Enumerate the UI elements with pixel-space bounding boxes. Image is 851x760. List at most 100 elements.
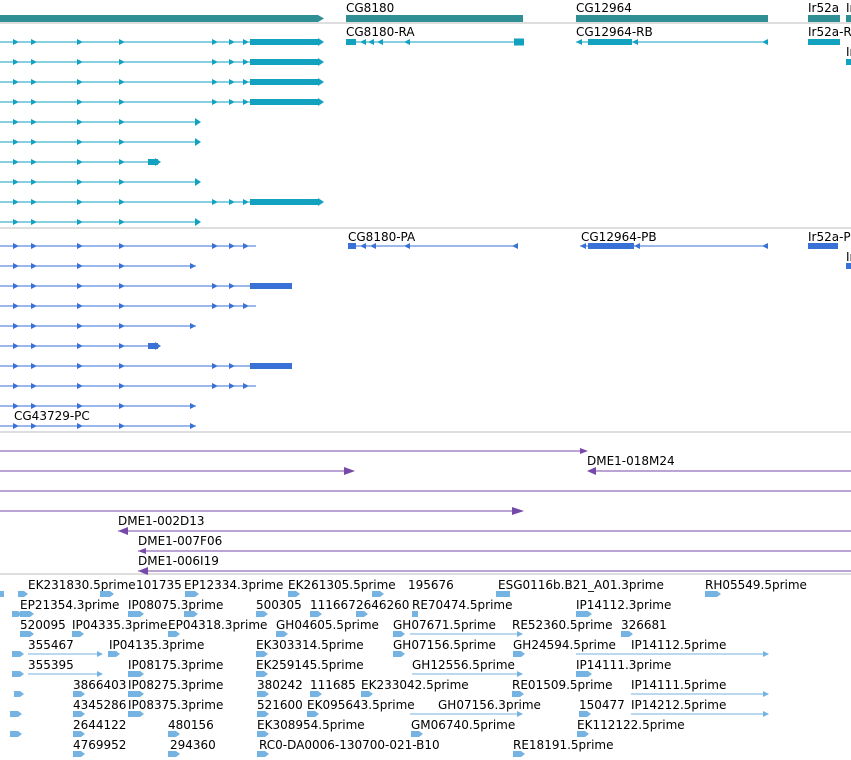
exon-block[interactable] bbox=[588, 243, 634, 249]
est-feature[interactable] bbox=[496, 591, 510, 597]
est-label[interactable]: GH07156.3prime bbox=[438, 698, 541, 712]
est-feature[interactable] bbox=[393, 651, 405, 657]
est-label[interactable]: RE70474.5prime bbox=[412, 598, 513, 612]
est-feature[interactable] bbox=[256, 671, 268, 677]
est-feature[interactable] bbox=[20, 631, 34, 637]
est-label[interactable]: 2646260 bbox=[356, 598, 409, 612]
est-feature[interactable] bbox=[128, 611, 144, 617]
est-label[interactable]: 294360 bbox=[170, 738, 216, 752]
est-label[interactable]: EP21354.3prime bbox=[20, 598, 119, 612]
est-label[interactable]: IP14112.3prime bbox=[576, 598, 671, 612]
est-label[interactable]: EP12334.3prime bbox=[184, 578, 283, 592]
est-feature[interactable] bbox=[12, 611, 22, 617]
exon-block[interactable] bbox=[514, 38, 524, 46]
est-feature[interactable] bbox=[579, 711, 591, 717]
est-label[interactable]: 480156 bbox=[168, 718, 214, 732]
est-feature[interactable] bbox=[307, 711, 319, 717]
est-feature[interactable] bbox=[100, 591, 114, 597]
exon-block[interactable] bbox=[250, 39, 318, 45]
gene-feature-cg12964[interactable] bbox=[576, 15, 768, 22]
est-label[interactable]: 355395 bbox=[28, 658, 74, 672]
gene-label[interactable]: CG8180 bbox=[346, 1, 394, 15]
clone-label[interactable]: DME1-006I19 bbox=[138, 554, 219, 568]
est-feature[interactable] bbox=[276, 631, 288, 637]
est-feature[interactable] bbox=[513, 651, 525, 657]
gene-feature-cg8180[interactable] bbox=[346, 15, 523, 22]
exon-block[interactable] bbox=[250, 363, 292, 369]
est-feature[interactable] bbox=[621, 631, 633, 637]
exon-block[interactable] bbox=[250, 99, 318, 105]
est-feature[interactable] bbox=[513, 751, 525, 757]
est-label[interactable]: IP08375.3prime bbox=[128, 698, 223, 712]
est-feature[interactable] bbox=[128, 671, 144, 677]
est-feature[interactable] bbox=[184, 611, 198, 617]
est-label[interactable]: EK259145.5prime bbox=[256, 658, 364, 672]
est-feature[interactable] bbox=[73, 691, 85, 697]
est-label[interactable]: 101735 bbox=[136, 578, 182, 592]
est-label[interactable]: IP04335.3prime bbox=[72, 618, 167, 632]
est-label[interactable]: 380242 bbox=[257, 678, 303, 692]
est-label[interactable]: ESG0116b.B21_A01.3prime bbox=[498, 578, 664, 592]
transcript-label[interactable]: CG8180-RA bbox=[346, 25, 415, 39]
est-feature[interactable] bbox=[576, 611, 592, 617]
est-label[interactable]: IP14111.3prime bbox=[576, 658, 671, 672]
est-label[interactable]: IP08275.3prime bbox=[128, 678, 223, 692]
est-label[interactable]: 195676 bbox=[408, 578, 454, 592]
est-feature[interactable] bbox=[411, 731, 423, 737]
est-feature[interactable] bbox=[310, 611, 322, 617]
clone-label[interactable]: DME1-018M24 bbox=[587, 454, 675, 468]
est-feature[interactable] bbox=[393, 631, 405, 637]
est-feature[interactable] bbox=[72, 631, 84, 637]
est-label[interactable]: IP08175.3prime bbox=[128, 658, 223, 672]
est-feature[interactable] bbox=[108, 651, 120, 657]
est-label[interactable]: EK261305.5prime bbox=[288, 578, 396, 592]
est-feature[interactable] bbox=[73, 731, 85, 737]
est-feature[interactable] bbox=[185, 591, 199, 597]
exon-block[interactable] bbox=[808, 243, 838, 249]
clone-label[interactable]: DME1-007F06 bbox=[138, 534, 222, 548]
est-label[interactable]: 4345286 bbox=[73, 698, 126, 712]
exon-block[interactable] bbox=[346, 39, 356, 45]
est-label[interactable]: RC0-DA0006-130700-021-B10 bbox=[259, 738, 440, 752]
gene-feature[interactable] bbox=[0, 15, 318, 22]
est-label[interactable]: EK308954.5prime bbox=[257, 718, 365, 732]
est-feature[interactable] bbox=[12, 671, 24, 677]
est-feature[interactable] bbox=[256, 611, 268, 617]
est-feature[interactable] bbox=[361, 691, 373, 697]
est-feature[interactable] bbox=[10, 731, 22, 737]
est-feature[interactable] bbox=[372, 591, 384, 597]
exon-block[interactable] bbox=[250, 283, 292, 289]
est-label[interactable]: GH07671.5prime bbox=[393, 618, 496, 632]
est-label[interactable]: IP08075.3prime bbox=[128, 598, 223, 612]
est-feature[interactable] bbox=[128, 711, 144, 717]
est-feature[interactable] bbox=[310, 691, 322, 697]
est-feature[interactable] bbox=[73, 711, 85, 717]
gene-label[interactable]: Ir bbox=[846, 1, 851, 15]
clone-label[interactable]: DME1-002D13 bbox=[118, 514, 205, 528]
est-label[interactable]: 520095 bbox=[20, 618, 66, 632]
protein-label[interactable]: CG8180-PA bbox=[348, 230, 416, 244]
est-label[interactable]: 2644122 bbox=[73, 718, 126, 732]
est-label[interactable]: RE01509.5prime bbox=[512, 678, 613, 692]
est-label[interactable]: GH24594.5prime bbox=[513, 638, 616, 652]
est-label[interactable]: 150477 bbox=[579, 698, 625, 712]
exon-block[interactable] bbox=[148, 343, 158, 349]
est-label[interactable]: GH04605.5prime bbox=[276, 618, 379, 632]
est-label[interactable]: 111667 bbox=[310, 598, 356, 612]
exon-block[interactable] bbox=[148, 159, 158, 165]
est-label[interactable]: RE18191.5prime bbox=[513, 738, 614, 752]
est-label[interactable]: EK233042.5prime bbox=[361, 678, 469, 692]
gene-label[interactable]: Ir52a bbox=[808, 1, 839, 15]
est-label[interactable]: GM06740.5prime bbox=[411, 718, 515, 732]
est-label[interactable]: EK303314.5prime bbox=[256, 638, 364, 652]
est-feature[interactable] bbox=[257, 751, 269, 757]
est-label[interactable]: RH05549.5prime bbox=[705, 578, 807, 592]
transcript-label[interactable]: CG12964-RB bbox=[576, 25, 653, 39]
est-feature[interactable] bbox=[412, 611, 418, 617]
est-label[interactable]: IP04135.3prime bbox=[109, 638, 204, 652]
est-feature[interactable] bbox=[0, 591, 4, 597]
exon-block[interactable] bbox=[250, 199, 318, 205]
est-label[interactable]: IP14212.5prime bbox=[631, 698, 726, 712]
est-feature[interactable] bbox=[10, 711, 22, 717]
est-feature[interactable] bbox=[12, 651, 24, 657]
